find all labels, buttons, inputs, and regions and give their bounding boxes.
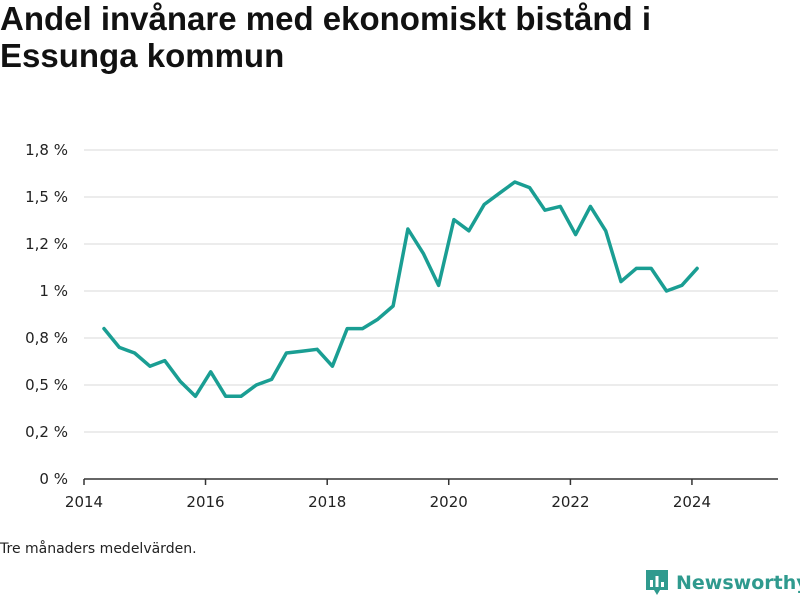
data-point bbox=[392, 305, 395, 308]
y-tick-label: 1 % bbox=[39, 282, 68, 300]
y-tick-label: 1,5 % bbox=[25, 188, 68, 206]
data-point bbox=[406, 228, 409, 231]
data-point bbox=[103, 327, 106, 330]
series-line bbox=[102, 180, 699, 399]
data-point bbox=[300, 350, 303, 353]
data-point bbox=[635, 267, 638, 270]
data-point bbox=[452, 218, 455, 221]
x-axis bbox=[83, 478, 778, 485]
x-axis-tick-labels: 2014 2016 2018 2020 2022 2024 bbox=[65, 493, 711, 511]
brand-name: Newsworthy bbox=[676, 572, 800, 594]
data-point bbox=[255, 384, 258, 387]
data-point bbox=[316, 348, 319, 351]
data-point bbox=[650, 267, 653, 270]
data-point bbox=[422, 252, 425, 255]
series-group bbox=[102, 180, 699, 399]
chart-title: Andel invånare med ekonomiskt bistånd i … bbox=[0, 0, 651, 74]
data-point bbox=[574, 233, 577, 236]
y-axis-tick-labels: 0 % 0,2 % 0,5 % 0,8 % 1 % 1,2 % 1,5 % 1,8 % bbox=[25, 141, 68, 488]
data-point bbox=[209, 370, 212, 373]
x-tick-label: 2022 bbox=[551, 493, 589, 511]
y-tick-label: 0,2 % bbox=[25, 423, 68, 441]
y-tick-label: 1,8 % bbox=[25, 141, 68, 159]
y-tick-label: 0,8 % bbox=[25, 329, 68, 347]
data-point bbox=[376, 318, 379, 321]
data-point bbox=[559, 205, 562, 208]
data-point bbox=[163, 359, 166, 362]
data-point bbox=[543, 209, 546, 212]
data-point bbox=[589, 205, 592, 208]
data-point bbox=[483, 203, 486, 206]
x-tick-label: 2016 bbox=[186, 493, 224, 511]
x-tick-label: 2018 bbox=[308, 493, 346, 511]
grid-lines bbox=[84, 149, 778, 433]
data-point bbox=[179, 380, 182, 383]
x-tick-label: 2020 bbox=[430, 493, 468, 511]
data-point bbox=[346, 327, 349, 330]
data-point bbox=[513, 181, 516, 184]
data-point bbox=[498, 192, 501, 195]
data-point bbox=[285, 352, 288, 355]
chart-footnote: Tre månaders medelvärden. bbox=[0, 541, 197, 557]
data-point bbox=[604, 229, 607, 232]
data-point bbox=[467, 229, 470, 232]
data-point bbox=[680, 284, 683, 287]
data-point bbox=[224, 395, 227, 398]
y-tick-label: 0 % bbox=[39, 470, 68, 488]
data-point bbox=[620, 280, 623, 283]
data-point bbox=[118, 346, 121, 349]
x-tick-label: 2014 bbox=[65, 493, 103, 511]
data-point bbox=[270, 378, 273, 381]
data-point bbox=[194, 395, 197, 398]
y-tick-label: 1,2 % bbox=[25, 235, 68, 253]
y-tick-label: 0,5 % bbox=[25, 376, 68, 394]
x-tick-label: 2024 bbox=[673, 493, 711, 511]
data-point bbox=[133, 352, 136, 355]
data-point bbox=[665, 290, 668, 293]
data-point bbox=[437, 284, 440, 287]
newsworthy-brand[interactable]: Newsworthy bbox=[644, 569, 800, 597]
data-point bbox=[696, 267, 699, 270]
data-point bbox=[528, 186, 531, 189]
data-point bbox=[361, 327, 364, 330]
data-point bbox=[331, 365, 334, 368]
data-point bbox=[148, 365, 151, 368]
newsworthy-logo-icon bbox=[646, 570, 668, 595]
data-point bbox=[240, 395, 243, 398]
